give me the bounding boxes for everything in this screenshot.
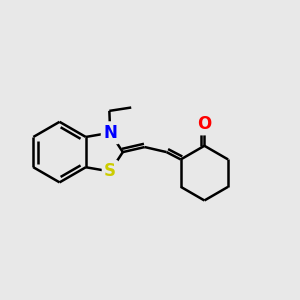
Text: O: O [197, 115, 212, 133]
Text: N: N [103, 124, 117, 142]
Text: S: S [104, 163, 116, 181]
